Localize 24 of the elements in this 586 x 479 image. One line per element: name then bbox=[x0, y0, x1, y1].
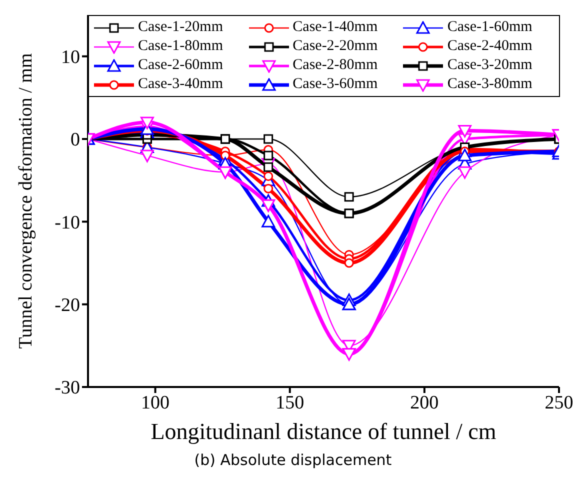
x-tick-label: 100 bbox=[141, 392, 170, 414]
y-axis-title: Tunnel convergence deformation / mm bbox=[16, 53, 36, 349]
legend-label: Case-3-20mm bbox=[447, 56, 532, 75]
legend-label: Case-2-40mm bbox=[447, 37, 532, 56]
legend-label: Case-2-60mm bbox=[138, 56, 223, 75]
legend-label: Case-1-60mm bbox=[447, 18, 532, 37]
y-tick-label: 10 bbox=[61, 47, 80, 68]
x-axis-title: Longitudinanl distance of tunnel / cm bbox=[150, 419, 496, 444]
text: (b) Absolute displacement bbox=[193, 451, 393, 469]
legend-label: Case-1-20mm bbox=[138, 18, 223, 37]
y-tick-label: -30 bbox=[54, 378, 80, 399]
legend-label: Case-1-40mm bbox=[292, 18, 378, 37]
legend-label: Case-3-80mm bbox=[447, 75, 532, 94]
x-tick-label: 250 bbox=[544, 392, 574, 414]
y-tick-label: -10 bbox=[54, 212, 80, 234]
y-tick-label: 0 bbox=[70, 130, 80, 151]
legend-label: Case-1-80mm bbox=[138, 37, 223, 56]
legend-label: Case-3-40mm bbox=[138, 75, 223, 94]
legend-label: Case-2-20mm bbox=[292, 37, 378, 56]
legend-label: Case-2-80mm bbox=[292, 56, 378, 75]
legend-label: Case-3-60mm bbox=[292, 75, 378, 94]
x-tick-label: 200 bbox=[410, 392, 439, 414]
y-tick-label: -20 bbox=[54, 295, 80, 316]
x-tick-label: 150 bbox=[276, 392, 304, 414]
